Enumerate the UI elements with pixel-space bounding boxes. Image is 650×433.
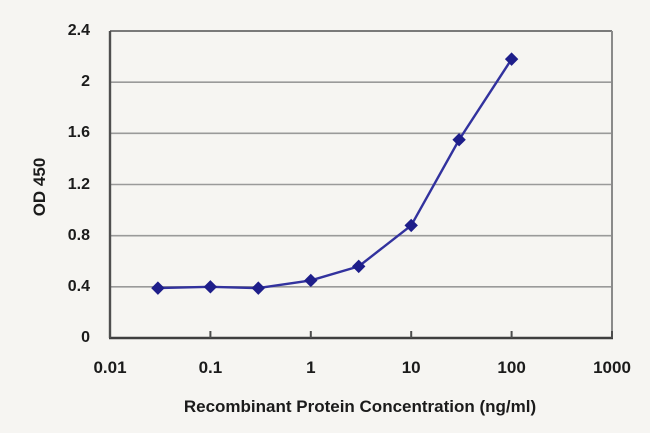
x-tick-label: 1: [306, 358, 316, 377]
y-tick-label: 1.6: [67, 124, 90, 142]
data-point-marker: [452, 133, 466, 147]
y-tick-label: 2: [81, 73, 90, 91]
series-line: [156, 57, 513, 290]
data-point-marker: [404, 218, 418, 233]
x-tick-label: 0.1: [198, 358, 223, 377]
data-point-marker: [151, 281, 165, 295]
x-tick-label: 1000: [593, 358, 631, 377]
y-tick-label: 0.4: [67, 277, 90, 295]
x-axis-title: Recombinant Protein Concentration (ng/ml…: [183, 397, 537, 416]
y-tick-label: 0: [81, 329, 90, 346]
data-point-marker: [304, 273, 318, 288]
data-point-marker: [351, 259, 366, 274]
y-tick-label: 1.2: [67, 175, 90, 193]
data-point-marker: [251, 281, 266, 295]
data-point-marker: [504, 52, 519, 66]
data-point-marker: [203, 280, 218, 294]
x-tick-label: 10: [401, 358, 421, 377]
y-tick-label: 2.4: [67, 22, 90, 39]
x-tick-label: 100: [497, 358, 526, 377]
x-tick-label: 0.01: [93, 358, 127, 377]
y-tick-label: 0.8: [67, 226, 90, 244]
